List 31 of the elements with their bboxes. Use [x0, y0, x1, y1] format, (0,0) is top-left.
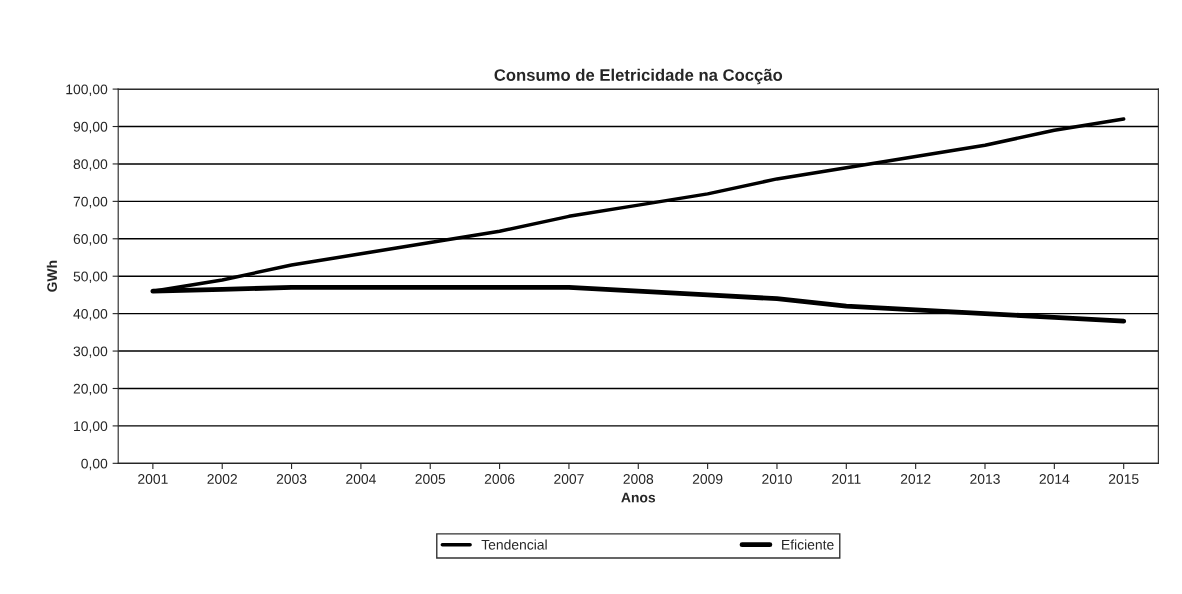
y-tick-label: 10,00 — [74, 421, 108, 433]
x-axis-title: Anos — [621, 492, 656, 503]
y-axis-title: GWh — [46, 260, 58, 292]
y-tick-label: 70,00 — [73, 196, 108, 209]
y-tick-label: 100,00 — [66, 84, 108, 96]
y-tick-label: 30,00 — [73, 346, 108, 358]
x-tick-label: 2010 — [762, 474, 792, 484]
x-tick-label: 2009 — [692, 474, 723, 484]
x-tick-label: 2004 — [346, 474, 376, 484]
x-tick-label: 2002 — [207, 474, 237, 484]
x-tick-label: 2006 — [484, 474, 515, 484]
y-tick-label: 80,00 — [73, 159, 108, 171]
x-tick-label: 2001 — [138, 474, 168, 484]
x-tick-label: 2003 — [276, 474, 307, 484]
x-tick-label: 2008 — [623, 474, 654, 484]
legend-label: Eficiente — [782, 539, 834, 550]
chart-title: Consumo de Eletricidade na Cocção — [494, 68, 783, 85]
y-tick-label: 50,00 — [73, 271, 108, 284]
x-tick-label: 2012 — [900, 474, 931, 484]
y-tick-label: 90,00 — [73, 121, 108, 134]
y-tick-label: 0,00 — [81, 458, 108, 471]
x-tick-label: 2014 — [1039, 474, 1070, 484]
y-tick-label: 20,00 — [73, 383, 108, 396]
y-tick-label: 60,00 — [73, 234, 108, 246]
x-tick-label: 2007 — [554, 474, 584, 484]
x-tick-label: 2005 — [415, 474, 446, 484]
x-tick-label: 2013 — [970, 474, 1000, 484]
legend-label: Tendencial — [481, 539, 547, 550]
x-tick-label: 2015 — [1108, 474, 1139, 484]
x-tick-label: 2011 — [832, 474, 861, 484]
y-tick-label: 40,00 — [73, 308, 108, 321]
